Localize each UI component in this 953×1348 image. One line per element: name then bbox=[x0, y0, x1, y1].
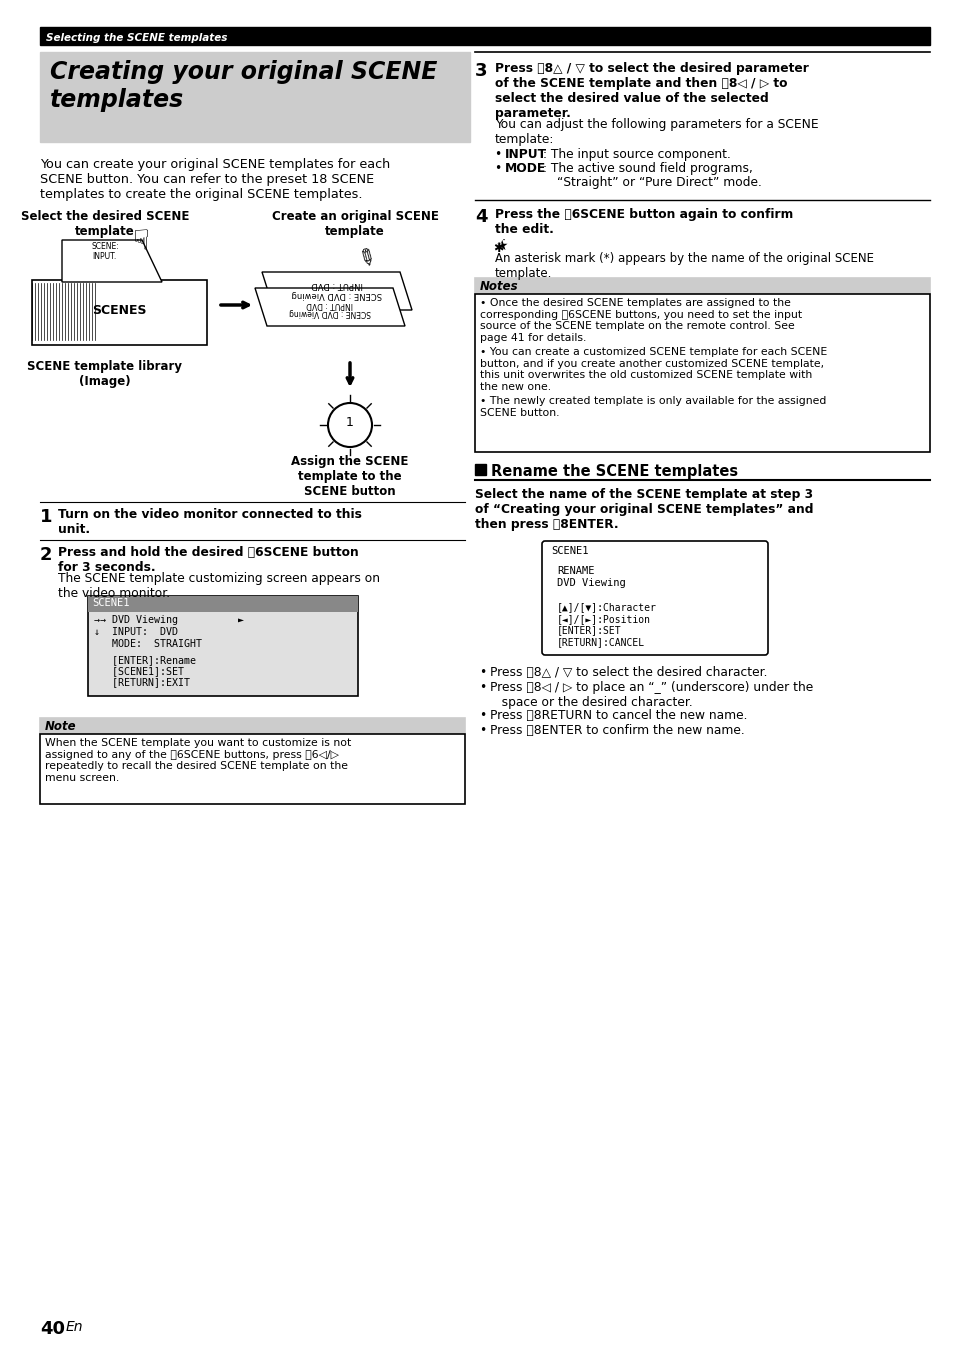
Bar bbox=[40, 735, 464, 803]
Bar bbox=[40, 718, 464, 735]
Text: •: • bbox=[479, 666, 491, 679]
Text: You can create your original SCENE templates for each
SCENE button. You can refe: You can create your original SCENE templ… bbox=[40, 158, 390, 201]
Text: MODE: MODE bbox=[504, 162, 546, 175]
Bar bbox=[545, 545, 763, 559]
Text: MODE:  STRAIGHT: MODE: STRAIGHT bbox=[94, 639, 202, 648]
Text: : The active sound field programs,: : The active sound field programs, bbox=[542, 162, 752, 175]
Text: [SCENE1]:SET: [SCENE1]:SET bbox=[94, 666, 184, 675]
Bar bbox=[475, 464, 485, 474]
Text: •: • bbox=[479, 709, 491, 723]
Text: Selecting the SCENE templates: Selecting the SCENE templates bbox=[46, 32, 227, 43]
Text: •: • bbox=[479, 724, 491, 737]
Text: Creating your original SCENE
templates: Creating your original SCENE templates bbox=[50, 61, 436, 112]
Text: Note: Note bbox=[45, 720, 76, 733]
Text: Press ⒈8△ / ▽ to select the desired parameter
of the SCENE template and then ⒈8◁: Press ⒈8△ / ▽ to select the desired para… bbox=[495, 62, 808, 120]
Text: Press ⒈8ENTER to confirm the new name.: Press ⒈8ENTER to confirm the new name. bbox=[490, 724, 744, 737]
Text: *̇: *̇ bbox=[495, 243, 502, 257]
Text: Press ⒈8△ / ▽ to select the desired character.: Press ⒈8△ / ▽ to select the desired char… bbox=[490, 666, 767, 679]
Bar bbox=[40, 27, 929, 44]
Text: • The newly created template is only available for the assigned
SCENE button.: • The newly created template is only ava… bbox=[479, 396, 825, 418]
Text: ↓  INPUT:  DVD: ↓ INPUT: DVD bbox=[94, 627, 178, 638]
Bar bbox=[475, 294, 929, 452]
Text: SCENE template library
(Image): SCENE template library (Image) bbox=[28, 360, 182, 388]
Text: SCENE:
INPUT.: SCENE: INPUT. bbox=[91, 243, 120, 262]
FancyBboxPatch shape bbox=[541, 541, 767, 655]
Text: •: • bbox=[479, 681, 491, 694]
Text: INPUT: INPUT bbox=[504, 148, 547, 160]
Bar bbox=[32, 280, 207, 345]
Bar bbox=[475, 278, 929, 294]
Text: Press and hold the desired ⒆6SCENE button
for 3 seconds.: Press and hold the desired ⒆6SCENE butto… bbox=[58, 546, 358, 574]
Text: En: En bbox=[66, 1320, 84, 1335]
Text: 4: 4 bbox=[475, 208, 487, 226]
Text: 1: 1 bbox=[346, 417, 354, 430]
Text: You can adjust the following parameters for a SCENE
template:: You can adjust the following parameters … bbox=[495, 119, 818, 146]
Text: SCENE1: SCENE1 bbox=[91, 599, 130, 608]
Text: Assign the SCENE
template to the
SCENE button: Assign the SCENE template to the SCENE b… bbox=[291, 456, 408, 497]
Text: 2: 2 bbox=[40, 546, 52, 563]
Text: 3: 3 bbox=[475, 62, 487, 80]
Polygon shape bbox=[62, 240, 162, 282]
Text: ★̇: ★̇ bbox=[495, 240, 507, 253]
Text: INPUT : DVD: INPUT : DVD bbox=[311, 280, 362, 288]
Text: Press the ⒆6SCENE button again to confirm
the edit.: Press the ⒆6SCENE button again to confir… bbox=[495, 208, 792, 236]
Text: [RETURN]:EXIT: [RETURN]:EXIT bbox=[94, 677, 190, 687]
Bar bbox=[40, 53, 470, 142]
Text: “Straight” or “Pure Direct” mode.: “Straight” or “Pure Direct” mode. bbox=[557, 177, 761, 189]
Text: INPUT : DVD: INPUT : DVD bbox=[306, 301, 353, 309]
Text: SCENE : DVD Viewing: SCENE : DVD Viewing bbox=[289, 307, 371, 317]
Text: ✎: ✎ bbox=[352, 247, 377, 274]
Text: [ENTER]:Rename: [ENTER]:Rename bbox=[94, 655, 195, 665]
Text: SCENES: SCENES bbox=[92, 305, 147, 317]
Text: SCENE : DVD Viewing: SCENE : DVD Viewing bbox=[292, 290, 382, 299]
Text: Select the name of the SCENE template at step 3
of “Creating your original SCENE: Select the name of the SCENE template at… bbox=[475, 488, 813, 531]
Text: RENAME
DVD Viewing: RENAME DVD Viewing bbox=[557, 566, 625, 588]
Text: •: • bbox=[495, 162, 506, 175]
Polygon shape bbox=[262, 272, 412, 310]
Text: Select the desired SCENE
template: Select the desired SCENE template bbox=[21, 210, 189, 239]
Text: →→ DVD Viewing          ►: →→ DVD Viewing ► bbox=[94, 615, 244, 625]
Text: 1: 1 bbox=[40, 508, 52, 526]
Bar bbox=[88, 596, 357, 696]
Text: •: • bbox=[495, 148, 506, 160]
Text: ✱: ✱ bbox=[493, 243, 503, 255]
Circle shape bbox=[328, 403, 372, 448]
Text: SCENE1: SCENE1 bbox=[551, 546, 588, 555]
Bar bbox=[88, 596, 357, 612]
Text: An asterisk mark (*) appears by the name of the original SCENE
template.: An asterisk mark (*) appears by the name… bbox=[495, 252, 873, 280]
Text: • You can create a customized SCENE template for each SCENE
button, and if you c: • You can create a customized SCENE temp… bbox=[479, 346, 826, 392]
Text: The SCENE template customizing screen appears on
the video monitor.: The SCENE template customizing screen ap… bbox=[58, 572, 379, 600]
Text: ☞: ☞ bbox=[123, 228, 151, 253]
Text: : The input source component.: : The input source component. bbox=[542, 148, 730, 160]
Text: When the SCENE template you want to customize is not
assigned to any of the ⒆6SC: When the SCENE template you want to cust… bbox=[45, 737, 351, 783]
Text: Press ⒈8RETURN to cancel the new name.: Press ⒈8RETURN to cancel the new name. bbox=[490, 709, 747, 723]
Text: Create an original SCENE
template: Create an original SCENE template bbox=[272, 210, 438, 239]
Text: Notes: Notes bbox=[479, 280, 518, 293]
Text: Rename the SCENE templates: Rename the SCENE templates bbox=[491, 464, 738, 479]
Text: • Once the desired SCENE templates are assigned to the
corresponding ⒆6SCENE but: • Once the desired SCENE templates are a… bbox=[479, 298, 801, 342]
Text: [▲]/[▼]:Character
[◄]/[►]:Position
[ENTER]:SET
[RETURN]:CANCEL: [▲]/[▼]:Character [◄]/[►]:Position [ENTE… bbox=[557, 603, 657, 647]
Text: Press ⒈8◁ / ▷ to place an “_” (underscore) under the
   space or the desired cha: Press ⒈8◁ / ▷ to place an “_” (underscor… bbox=[490, 681, 812, 709]
Text: 40: 40 bbox=[40, 1320, 65, 1339]
Polygon shape bbox=[254, 288, 405, 326]
Text: Turn on the video monitor connected to this
unit.: Turn on the video monitor connected to t… bbox=[58, 508, 361, 537]
